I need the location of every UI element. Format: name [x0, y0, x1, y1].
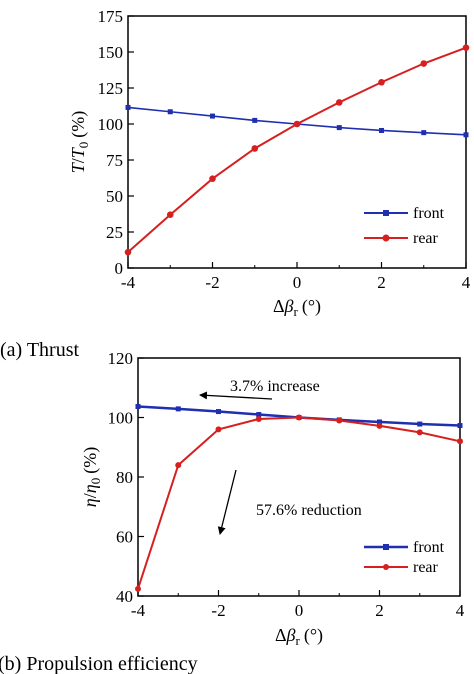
thrust-y-axis-label: T/T0(%) [68, 111, 91, 174]
efficiency-legend-rear-marker [383, 564, 389, 570]
thrust-rear-point [251, 145, 259, 152]
efficiency-front-point [417, 421, 423, 427]
increase-annotation: 3.7% increase [230, 378, 320, 395]
thrust-y-tick-label: 25 [106, 223, 123, 242]
thrust-legend-front-label: front [413, 205, 445, 222]
thrust-x-axis-label: Δβr (°) [273, 296, 321, 319]
thrust-chart: -4 -2 0 2 4 0 25 50 75 100 125 150 175 T/T0(%) Δβr (°… [0, 7, 471, 361]
efficiency-chart: -4 -2 0 2 4 40 60 80 100 120 η/η0(%) Δβr (°) 3.7% … [0, 349, 465, 674]
efficiency-rear-point [175, 462, 182, 469]
thrust-front-point [336, 125, 342, 131]
efficiency-front-point [457, 423, 463, 429]
efficiency-rear-point [336, 417, 343, 424]
thrust-x-tick-label: 0 [293, 273, 302, 292]
efficiency-x-axis-label: Δβr (°) [275, 625, 323, 648]
thrust-x-tick-label: 2 [377, 273, 386, 292]
efficiency-x-tick-label: -2 [211, 601, 225, 620]
thrust-front-point [210, 113, 215, 119]
efficiency-rear-point [255, 415, 262, 422]
thrust-y-tick-label: 100 [98, 115, 124, 134]
efficiency-caption: (b) Propulsion efficiency [0, 653, 198, 674]
efficiency-rear-point [296, 414, 302, 421]
thrust-front-point [463, 132, 469, 138]
efficiency-front-point [216, 409, 221, 415]
efficiency-legend: front rear [364, 539, 445, 576]
thrust-front-point [379, 127, 384, 133]
thrust-rear-point [335, 99, 343, 106]
thrust-caption: (a) Thrust [0, 339, 79, 361]
thrust-x-tick-label: -4 [121, 273, 136, 292]
thrust-legend-rear-label: rear [413, 230, 439, 247]
thrust-x-tick-label: 4 [462, 273, 471, 292]
efficiency-rear-point [416, 429, 423, 436]
efficiency-y-tick-label: 80 [116, 468, 133, 487]
thrust-front-point [167, 109, 173, 115]
thrust-rear-point [378, 78, 385, 86]
efficiency-front-point [135, 403, 141, 409]
efficiency-legend-front-marker [383, 544, 389, 550]
thrust-rear-point [124, 248, 132, 256]
efficiency-y-tick-label: 120 [108, 349, 134, 368]
thrust-y-tick-label: 50 [106, 187, 123, 206]
thrust-y-tick-label: 75 [106, 151, 123, 170]
thrust-series [124, 44, 470, 256]
thrust-rear-point [420, 60, 428, 67]
thrust-rear-point [462, 44, 470, 51]
efficiency-x-tick-label: 4 [456, 601, 465, 620]
efficiency-ticks: -4 -2 0 2 4 40 60 80 100 120 [108, 349, 465, 620]
efficiency-y-tick-label: 40 [116, 587, 133, 606]
efficiency-y-axis-label: η/η0(%) [80, 447, 103, 507]
efficiency-legend-rear-label: rear [413, 559, 439, 576]
reduction-arrow [217, 469, 237, 535]
efficiency-rear-point [376, 422, 383, 429]
thrust-y-tick-label: 125 [98, 79, 124, 98]
thrust-front-point [252, 117, 258, 123]
efficiency-legend-front-label: front [413, 539, 445, 556]
thrust-front-point [125, 104, 131, 110]
thrust-rear-point [166, 211, 174, 219]
efficiency-x-tick-label: 0 [295, 601, 304, 620]
thrust-y-tick-label: 175 [98, 7, 124, 26]
efficiency-rear-point [135, 585, 141, 592]
reduction-annotation: 57.6% reduction [256, 502, 362, 519]
thrust-y-tick-label: 0 [115, 259, 124, 278]
thrust-legend-front-marker [383, 210, 389, 216]
thrust-rear-point [209, 175, 216, 183]
efficiency-y-tick-label: 60 [116, 528, 133, 547]
thrust-x-tick-label: -2 [205, 273, 219, 292]
thrust-y-tick-label: 150 [98, 43, 124, 62]
thrust-rear-point [293, 120, 301, 128]
efficiency-rear-point [215, 426, 222, 433]
efficiency-front-point [377, 419, 382, 425]
efficiency-front-point [256, 412, 262, 418]
thrust-front-point [421, 130, 427, 136]
thrust-legend: front rear [364, 205, 445, 247]
thrust-legend-rear-marker [382, 234, 390, 242]
efficiency-x-tick-label: 2 [375, 601, 384, 620]
thrust-ticks: -4 -2 0 2 4 0 25 50 75 100 125 150 175 [98, 7, 471, 292]
efficiency-y-tick-label: 100 [108, 409, 134, 428]
efficiency-x-tick-label: -4 [131, 601, 146, 620]
efficiency-front-point [175, 406, 181, 412]
increase-arrow [199, 391, 273, 400]
efficiency-rear-point [457, 438, 463, 445]
efficiency-series [135, 403, 463, 592]
